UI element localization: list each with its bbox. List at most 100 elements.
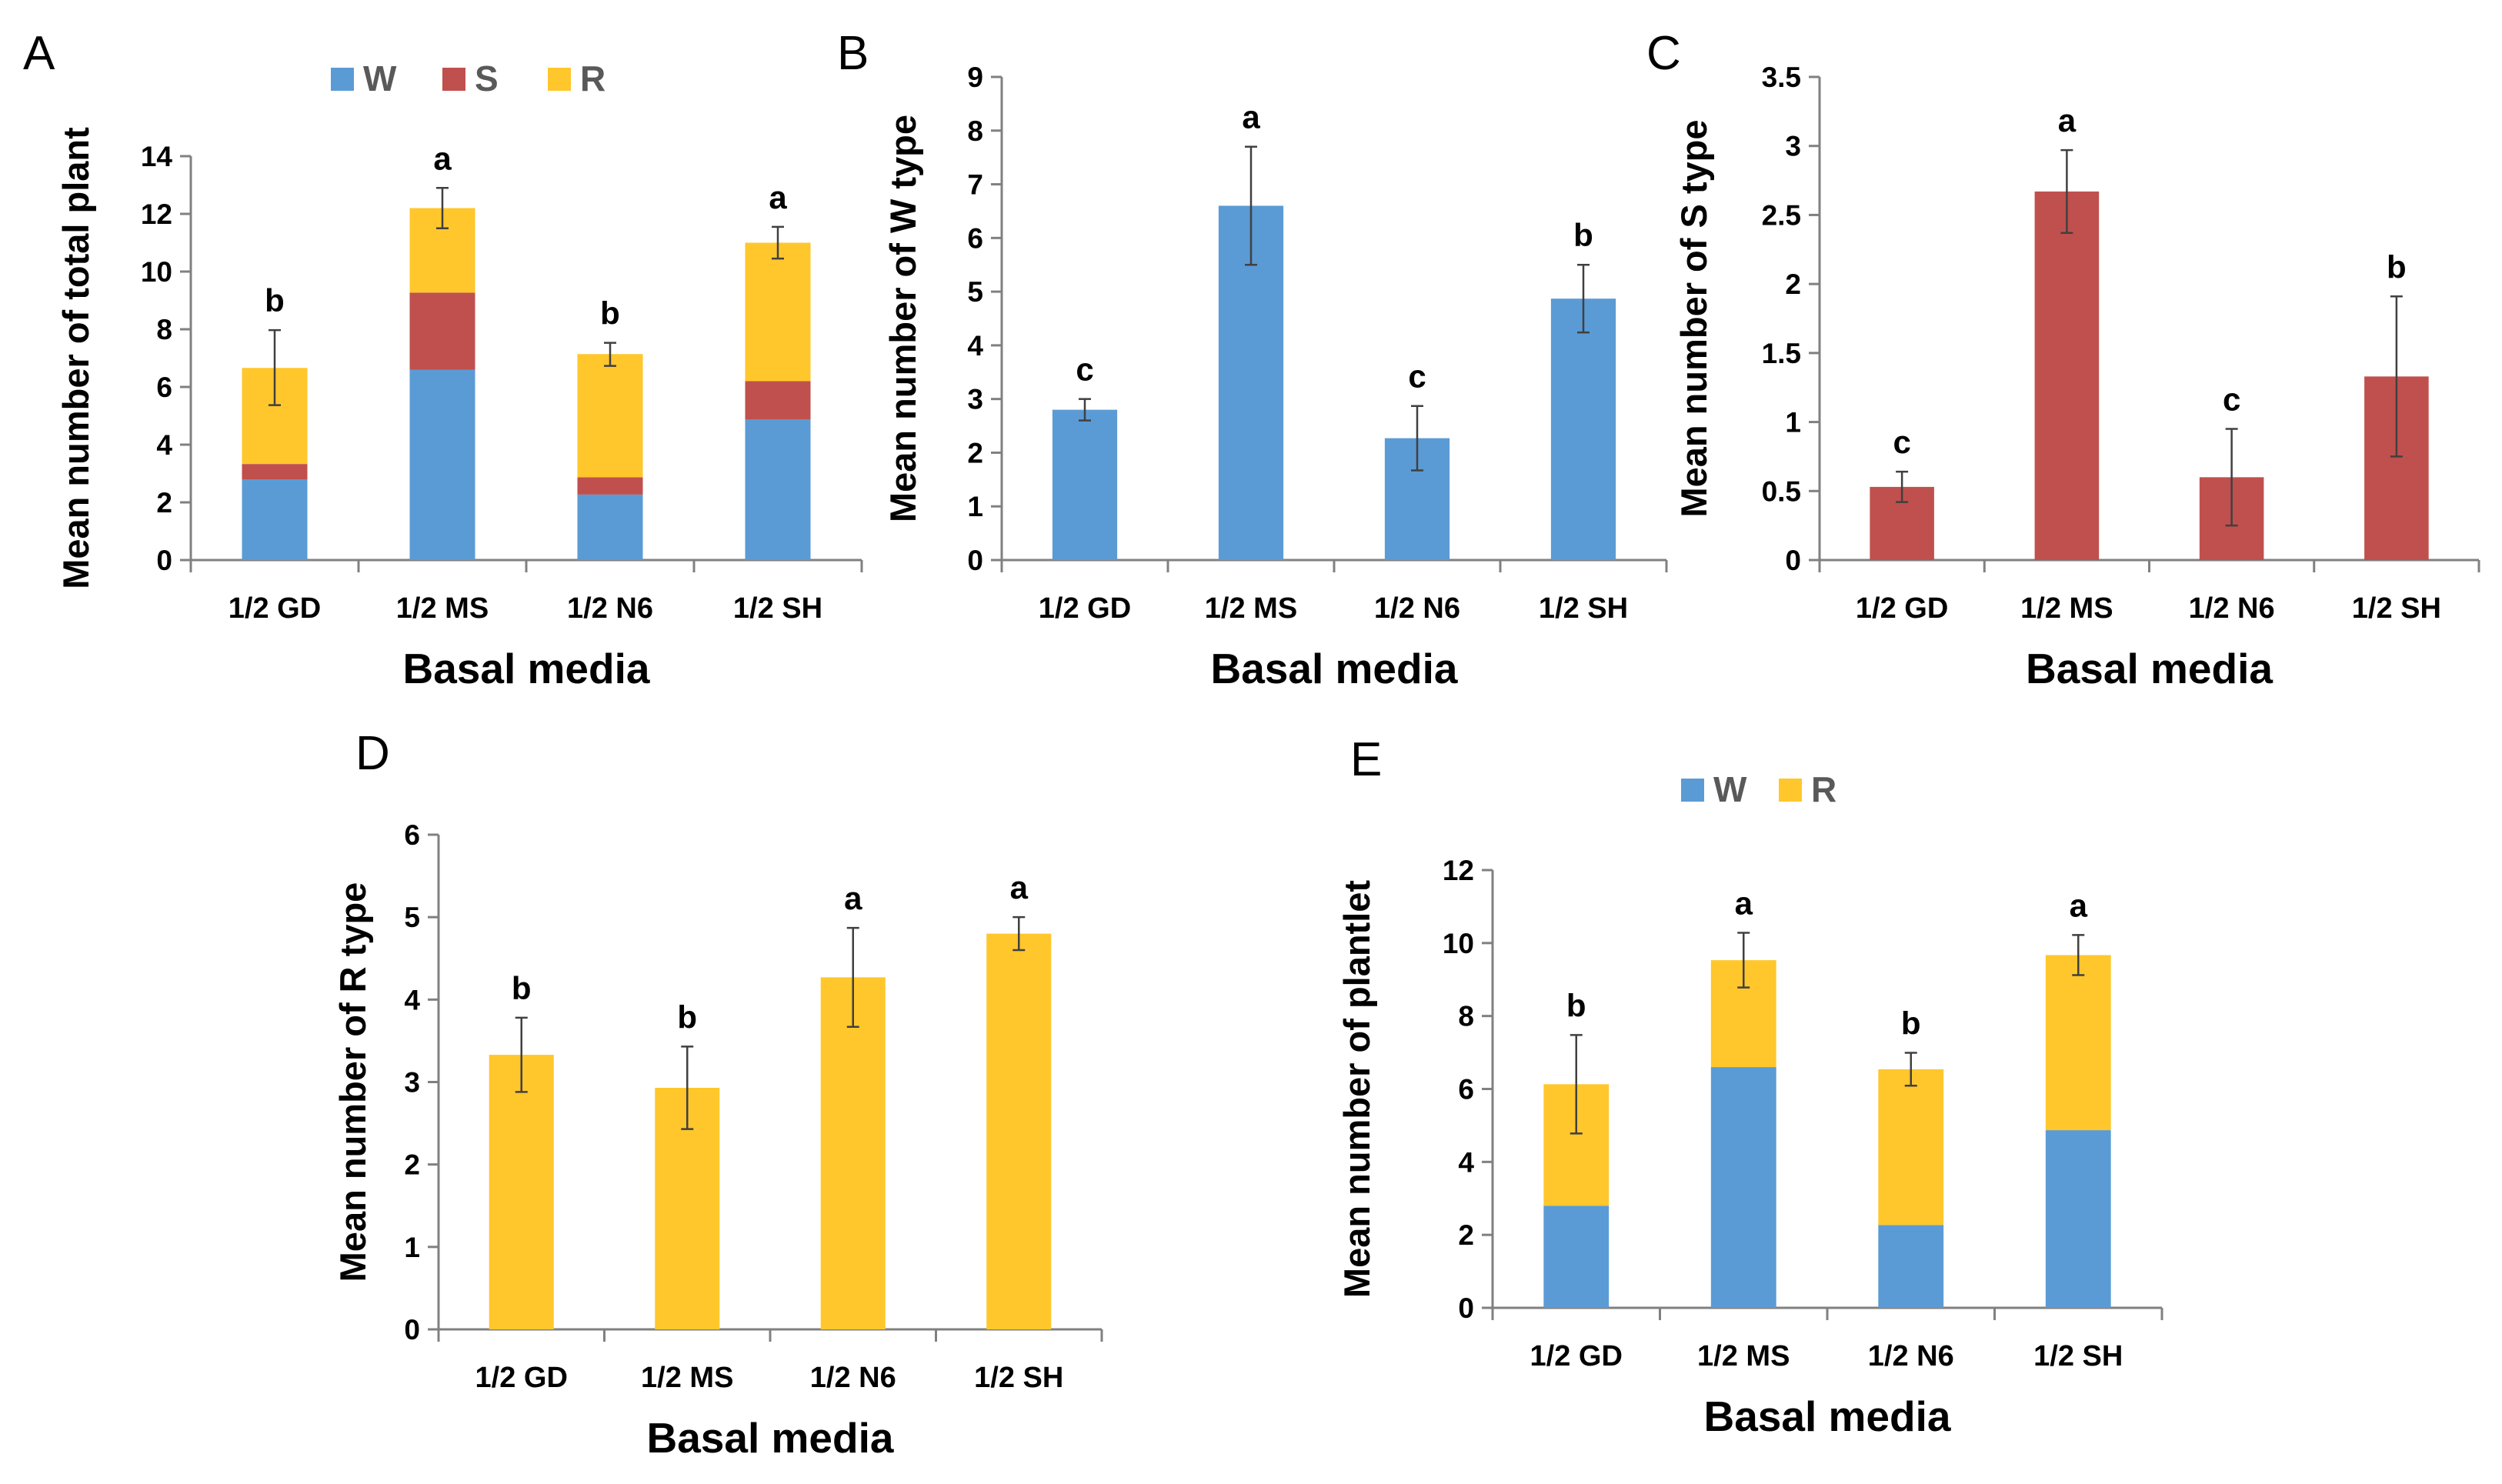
bar-r	[2045, 955, 2111, 1131]
legend-label-w: W	[1713, 769, 1747, 809]
bar-w	[242, 479, 308, 560]
panel-e: E 0 2 4 6 8 10 12 b 1/2 GD a 1/2 MS b 1/2 N6 a 1/2 SH Ba…	[1336, 733, 2163, 1440]
y-tick-label: 5	[404, 902, 420, 933]
x-tick-label: 1/2 SH	[2352, 592, 2441, 625]
y-axis-title: Mean number of R type	[332, 882, 373, 1282]
bar-w	[1543, 1206, 1610, 1308]
significance-letter: a	[2058, 102, 2077, 138]
x-tick-label: 1/2 MS	[396, 592, 489, 625]
y-tick-label: 1	[404, 1232, 420, 1263]
y-tick-label: 4	[156, 429, 172, 461]
y-tick-label: 6	[1458, 1074, 1474, 1105]
x-tick-label: 1/2 N6	[567, 592, 653, 625]
x-tick-label: 1/2 GD	[1856, 592, 1948, 625]
x-tick-label: 1/2 GD	[1039, 592, 1131, 625]
x-tick-label: 1/2 N6	[1868, 1340, 1954, 1372]
y-tick-label: 4	[967, 330, 983, 362]
y-tick-label: 1	[1785, 407, 1801, 439]
x-axis-title: Basal media	[646, 1414, 893, 1462]
significance-letter: a	[2070, 887, 2088, 923]
legend-swatch-r	[1779, 779, 1802, 802]
y-tick-label: 9	[967, 62, 983, 93]
panel-letter: E	[1350, 733, 1382, 786]
y-tick-label: 6	[967, 222, 983, 254]
x-tick-label: 1/2 N6	[2189, 592, 2275, 625]
y-tick-label: 6	[404, 819, 420, 851]
y-tick-label: 5	[967, 276, 983, 308]
significance-letter: b	[512, 970, 532, 1006]
x-tick-label: 1/2 MS	[2020, 592, 2113, 625]
y-tick-label: 0	[156, 545, 172, 576]
significance-letter: c	[2223, 382, 2240, 418]
y-tick-label: 1.5	[1762, 338, 1801, 369]
y-tick-label: 14	[141, 141, 173, 172]
significance-letter: b	[600, 295, 620, 332]
significance-letter: c	[1408, 358, 1426, 395]
x-tick-label: 1/2 GD	[229, 592, 321, 625]
bar-w	[409, 369, 475, 560]
y-tick-label: 0	[1458, 1292, 1474, 1324]
bar-w	[1878, 1225, 1944, 1308]
panel-letter: B	[837, 27, 869, 80]
x-axis-title: Basal media	[1210, 645, 1457, 692]
y-tick-label: 2	[967, 437, 983, 469]
x-tick-label: 1/2 N6	[1374, 592, 1460, 625]
bar-r	[1878, 1069, 1944, 1226]
bar-s	[745, 381, 811, 420]
y-tick-label: 8	[1458, 1001, 1474, 1032]
y-tick-label: 2	[156, 487, 172, 519]
y-tick-label: 1	[967, 491, 983, 522]
bar-s	[577, 477, 643, 495]
bar-w	[1710, 1067, 1776, 1308]
significance-letter: c	[1893, 424, 1910, 460]
y-axis-title: Mean number of plantlet	[1336, 880, 1377, 1298]
x-axis-title: Basal media	[402, 645, 649, 692]
significance-letter: b	[265, 282, 285, 318]
y-tick-label: 2	[1785, 268, 1801, 300]
y-tick-label: 6	[156, 372, 172, 403]
y-axis-title: Mean number of total plant	[55, 127, 96, 589]
y-tick-label: 12	[141, 198, 172, 230]
x-tick-label: 1/2 MS	[641, 1362, 733, 1394]
significance-letter: b	[1901, 1005, 1921, 1042]
y-tick-label: 4	[1458, 1146, 1474, 1178]
bar-w	[2045, 1130, 2111, 1308]
legend-label-w: W	[363, 58, 397, 98]
y-axis-title: Mean number of W type	[882, 115, 923, 522]
x-tick-label: 1/2 SH	[733, 592, 822, 625]
y-tick-label: 0	[967, 545, 983, 576]
significance-letter: b	[677, 999, 697, 1035]
bar-r	[489, 1055, 554, 1329]
x-tick-label: 1/2 SH	[2033, 1340, 2123, 1372]
legend-swatch-w	[331, 68, 354, 91]
y-tick-label: 3	[967, 384, 983, 415]
legend-swatch-r	[548, 68, 571, 91]
x-tick-label: 1/2 N6	[810, 1362, 896, 1394]
significance-letter: a	[433, 140, 452, 176]
bar-s	[409, 292, 475, 370]
y-tick-label: 10	[141, 256, 172, 288]
panel-d: D 0 1 2 3 4 5 6 b 1/2 GD b 1/2 MS a 1/2 N6 a 1/2 SH Basa…	[332, 727, 1103, 1462]
panel-a: A 0 2 4 6 8 10 12 14 b 1/2 GD a 1/2 MS b 1/2 N6 a 1/2 SH…	[23, 27, 863, 692]
legend-swatch-s	[442, 68, 465, 91]
x-tick-label: 1/2 MS	[1205, 592, 1297, 625]
significance-letter: a	[1010, 869, 1029, 905]
legend-swatch-w	[1681, 779, 1704, 802]
significance-letter: a	[1242, 99, 1260, 135]
bar-r	[986, 933, 1052, 1329]
y-tick-label: 8	[156, 314, 172, 345]
x-tick-label: 1/2 GD	[1530, 1340, 1623, 1372]
bar-r	[745, 242, 811, 382]
legend-label-r: R	[1811, 769, 1836, 809]
significance-letter: b	[1566, 987, 1586, 1023]
bar-r	[820, 977, 886, 1329]
y-axis-title: Mean number of S type	[1673, 119, 1714, 517]
y-tick-label: 3.5	[1762, 62, 1801, 93]
significance-letter: b	[2387, 248, 2407, 285]
y-tick-label: 8	[967, 115, 983, 147]
bar-s	[242, 464, 308, 479]
panel-c: C 0 0.5 1 1.5 2 2.5 3 3.5 c 1/2 GD a 1/2 MS c 1/2 N6 b 1…	[1646, 27, 2480, 692]
bar-w	[1550, 298, 1616, 560]
x-tick-label: 1/2 SH	[974, 1362, 1063, 1394]
